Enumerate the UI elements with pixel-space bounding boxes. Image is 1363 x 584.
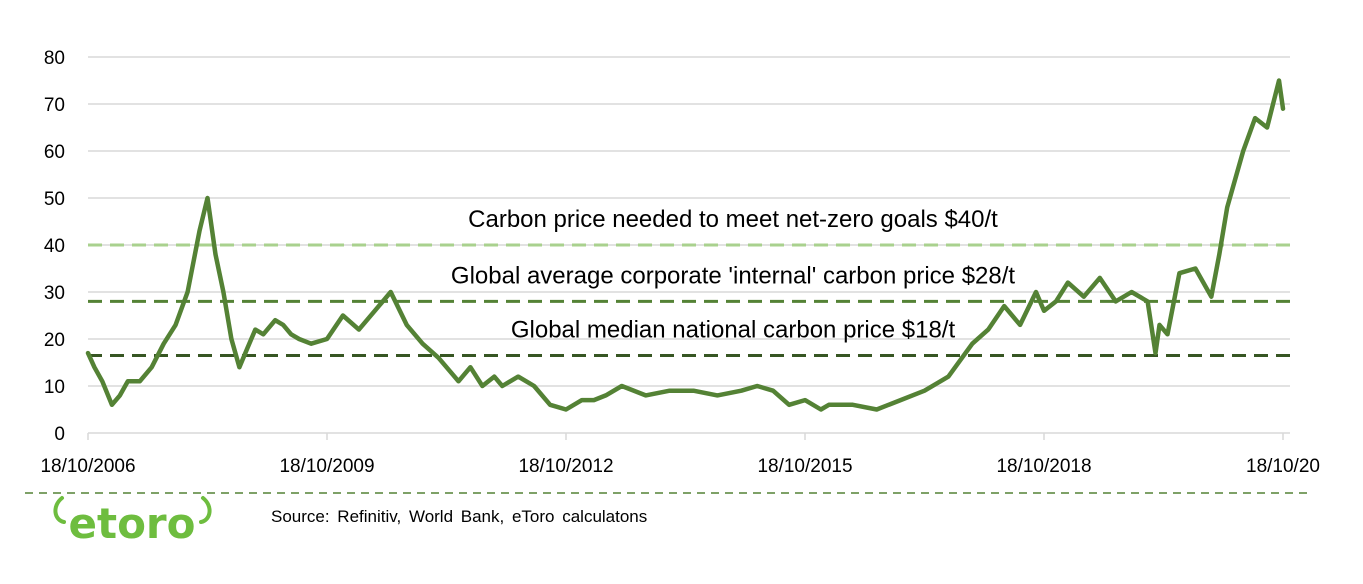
y-tick-label: 80 (44, 48, 65, 69)
x-tick-label: 18/10/2009 (279, 456, 374, 477)
reference-line-label: Global average corporate 'internal' carb… (451, 262, 1015, 289)
y-tick-label: 20 (44, 330, 65, 351)
etoro-logo: etoro (53, 496, 212, 548)
x-tick-label: 18/10/2006 (40, 456, 135, 477)
y-tick-label: 50 (44, 189, 65, 210)
logo-text: etoro (69, 499, 196, 548)
y-tick-label: 0 (54, 424, 65, 445)
y-tick-label: 40 (44, 236, 65, 257)
x-tick-label: 18/10/20 (1246, 456, 1320, 477)
y-tick-label: 30 (44, 283, 65, 304)
x-tick-label: 18/10/2012 (518, 456, 613, 477)
x-tick-label: 18/10/2018 (996, 456, 1091, 477)
y-axis: 0 10 20 30 40 50 60 70 80 (44, 48, 65, 445)
y-tick-label: 60 (44, 142, 65, 163)
x-tick-label: 18/10/2015 (757, 456, 852, 477)
reference-line-label: Carbon price needed to meet net-zero goa… (468, 206, 998, 233)
series-line (85, 78, 1286, 412)
source-note: Source: Refinitiv, World Bank, eToro cal… (271, 507, 648, 526)
y-tick-label: 70 (44, 95, 65, 116)
reference-lines: Carbon price needed to meet net-zero goa… (88, 206, 1290, 357)
reference-line-label: Global median national carbon price $18/… (511, 316, 956, 343)
x-axis: 18/10/2006 18/10/2009 18/10/2012 18/10/2015… (40, 432, 1320, 477)
y-tick-label: 10 (44, 377, 65, 398)
series-group (85, 78, 1286, 412)
